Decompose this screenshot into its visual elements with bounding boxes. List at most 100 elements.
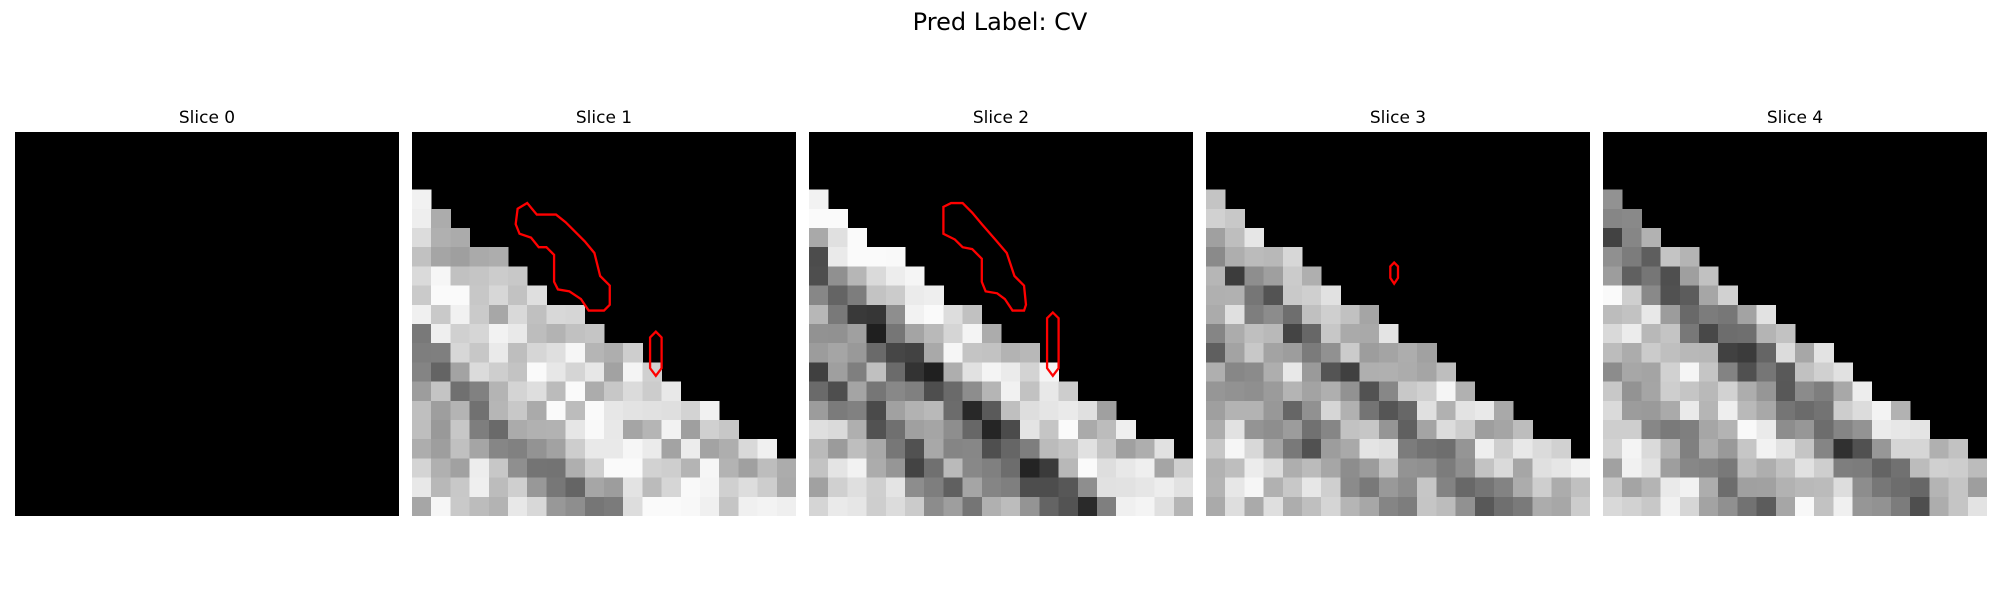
pixel-cell bbox=[1001, 343, 1021, 363]
pixel-cell bbox=[1699, 496, 1719, 516]
pixel-cell bbox=[1359, 324, 1380, 344]
pixel-cell bbox=[1910, 420, 1930, 440]
pixel-cell bbox=[1302, 304, 1322, 325]
pixel-cell bbox=[1455, 400, 1476, 421]
pixel-cell bbox=[828, 304, 848, 325]
pixel-cell bbox=[527, 381, 547, 402]
pixel-cell bbox=[565, 420, 586, 440]
pixel-cell bbox=[1833, 420, 1853, 440]
pixel-cell bbox=[1622, 247, 1642, 267]
pixel-cell bbox=[1641, 439, 1661, 459]
pixel-cell bbox=[1532, 439, 1552, 459]
pixel-cell bbox=[1436, 400, 1456, 421]
pixel-cell bbox=[1321, 324, 1341, 344]
pixel-cell bbox=[828, 477, 848, 498]
pixel-cell bbox=[1679, 400, 1700, 421]
pixel-cell bbox=[1756, 343, 1777, 363]
pixel-cell bbox=[1513, 439, 1533, 459]
pixel-cell bbox=[1225, 208, 1245, 229]
pixel-cell bbox=[1097, 496, 1117, 516]
pixel-cell bbox=[1641, 343, 1661, 363]
pixel-cell bbox=[776, 458, 796, 478]
pixel-cell bbox=[981, 496, 1002, 516]
pixel-cell bbox=[604, 477, 624, 498]
pixel-cell bbox=[1570, 458, 1590, 478]
pixel-cell bbox=[943, 304, 963, 325]
pixel-cell bbox=[1660, 343, 1681, 363]
pixel-cell bbox=[809, 189, 829, 210]
pixel-cell bbox=[924, 400, 944, 421]
pixel-cell bbox=[924, 477, 944, 498]
pixel-cell bbox=[1039, 458, 1059, 478]
pixel-cell bbox=[1699, 362, 1719, 382]
contour-outline-0 bbox=[514, 201, 611, 312]
pixel-cell bbox=[1699, 285, 1719, 306]
pixel-cell bbox=[1660, 381, 1681, 402]
pixel-cell bbox=[1814, 362, 1834, 382]
pixel-cell bbox=[412, 304, 432, 325]
pixel-cell bbox=[719, 496, 739, 516]
pixel-cell bbox=[1282, 381, 1303, 402]
pixel-cell bbox=[680, 477, 701, 498]
slice-title-4: Slice 4 bbox=[1766, 108, 1824, 128]
pixel-cell bbox=[1001, 496, 1021, 516]
pixel-cell bbox=[1225, 458, 1245, 478]
pixel-cell bbox=[1225, 324, 1245, 344]
pixel-cell bbox=[1455, 420, 1476, 440]
pixel-cell bbox=[1641, 324, 1661, 344]
pixel-cell bbox=[488, 343, 509, 363]
pixel-cell bbox=[1077, 420, 1098, 440]
pixel-cell bbox=[1718, 324, 1738, 344]
pixel-cell bbox=[1282, 304, 1303, 325]
pixel-cell bbox=[412, 400, 432, 421]
pixel-cell bbox=[1455, 381, 1476, 402]
pixel-cell bbox=[1206, 228, 1226, 248]
pixel-cell bbox=[1206, 477, 1226, 498]
pixel-cell bbox=[488, 400, 509, 421]
contour-outline-1 bbox=[648, 330, 663, 378]
pixel-cell bbox=[943, 458, 963, 478]
pixel-cell bbox=[1225, 477, 1245, 498]
pixel-cell bbox=[546, 400, 566, 421]
pixel-cell bbox=[1679, 285, 1700, 306]
pixel-cell bbox=[1948, 439, 1969, 459]
pixel-cell bbox=[1282, 362, 1303, 382]
pixel-cell bbox=[809, 381, 829, 402]
pixel-cell bbox=[847, 285, 867, 306]
pixel-cell bbox=[527, 420, 547, 440]
pixel-cell bbox=[1641, 477, 1661, 498]
pixel-cell bbox=[828, 439, 848, 459]
pixel-cell bbox=[866, 420, 887, 440]
pixel-cell bbox=[412, 420, 432, 440]
pixel-cell bbox=[1039, 439, 1059, 459]
pixel-cell bbox=[809, 228, 829, 248]
pixel-cell bbox=[1001, 400, 1021, 421]
pixel-cell bbox=[584, 362, 605, 382]
pixel-cell bbox=[809, 247, 829, 267]
pixel-cell bbox=[1436, 420, 1456, 440]
pixel-cell bbox=[828, 400, 848, 421]
pixel-cell bbox=[962, 439, 983, 459]
pixel-cell bbox=[776, 477, 796, 498]
pixel-cell bbox=[1020, 458, 1040, 478]
pixel-grid bbox=[1206, 189, 1590, 516]
pixel-cell bbox=[1359, 458, 1380, 478]
pixel-cell bbox=[1039, 477, 1059, 498]
pixel-cell bbox=[1321, 458, 1341, 478]
pixel-cell bbox=[527, 477, 547, 498]
pixel-cell bbox=[1641, 285, 1661, 306]
pixel-cell bbox=[1756, 420, 1777, 440]
pixel-cell bbox=[1359, 420, 1380, 440]
pixel-cell bbox=[981, 458, 1002, 478]
pixel-cell bbox=[1340, 477, 1360, 498]
pixel-cell bbox=[469, 324, 490, 344]
pixel-cell bbox=[943, 324, 963, 344]
pixel-cell bbox=[488, 477, 509, 498]
pixel-cell bbox=[565, 496, 586, 516]
pixel-cell bbox=[1001, 439, 1021, 459]
pixel-cell bbox=[1321, 362, 1341, 382]
pixel-grid bbox=[412, 189, 796, 516]
pixel-cell bbox=[1570, 496, 1590, 516]
pixel-cell bbox=[1058, 381, 1079, 402]
pixel-cell bbox=[924, 381, 944, 402]
